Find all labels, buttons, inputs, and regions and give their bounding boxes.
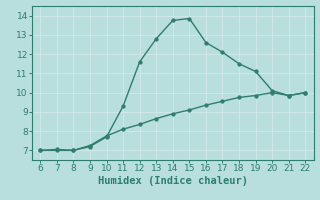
X-axis label: Humidex (Indice chaleur): Humidex (Indice chaleur) (98, 176, 248, 186)
